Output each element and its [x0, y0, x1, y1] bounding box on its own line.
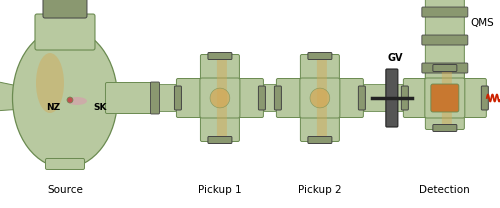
FancyBboxPatch shape: [425, 78, 465, 118]
FancyBboxPatch shape: [43, 0, 87, 18]
FancyBboxPatch shape: [308, 52, 332, 59]
FancyBboxPatch shape: [308, 136, 332, 144]
FancyBboxPatch shape: [426, 0, 465, 79]
FancyBboxPatch shape: [150, 82, 160, 114]
FancyBboxPatch shape: [358, 86, 366, 110]
Text: Source: Source: [47, 185, 83, 195]
FancyBboxPatch shape: [426, 67, 465, 99]
Ellipse shape: [67, 97, 87, 105]
FancyBboxPatch shape: [300, 78, 340, 118]
FancyBboxPatch shape: [426, 97, 465, 130]
FancyBboxPatch shape: [422, 63, 468, 73]
Ellipse shape: [310, 88, 330, 108]
Ellipse shape: [210, 88, 230, 108]
FancyBboxPatch shape: [174, 86, 182, 110]
FancyBboxPatch shape: [274, 86, 281, 110]
FancyBboxPatch shape: [218, 78, 264, 118]
FancyBboxPatch shape: [35, 14, 95, 50]
FancyBboxPatch shape: [433, 64, 457, 72]
FancyBboxPatch shape: [360, 84, 394, 111]
Ellipse shape: [12, 28, 118, 168]
FancyBboxPatch shape: [422, 7, 468, 17]
FancyBboxPatch shape: [396, 84, 432, 111]
FancyBboxPatch shape: [422, 35, 468, 45]
FancyBboxPatch shape: [431, 84, 459, 112]
FancyBboxPatch shape: [404, 78, 446, 118]
FancyBboxPatch shape: [200, 78, 240, 118]
FancyBboxPatch shape: [318, 78, 364, 118]
FancyBboxPatch shape: [300, 97, 340, 141]
FancyBboxPatch shape: [46, 158, 84, 170]
FancyBboxPatch shape: [200, 97, 239, 141]
Text: Pickup 1: Pickup 1: [198, 185, 242, 195]
Text: Detection: Detection: [420, 185, 470, 195]
FancyBboxPatch shape: [208, 136, 232, 144]
FancyBboxPatch shape: [442, 69, 452, 127]
FancyBboxPatch shape: [200, 54, 239, 99]
FancyBboxPatch shape: [300, 54, 340, 99]
Ellipse shape: [36, 53, 64, 113]
FancyBboxPatch shape: [106, 83, 156, 114]
FancyBboxPatch shape: [386, 69, 398, 127]
FancyBboxPatch shape: [208, 52, 232, 59]
FancyBboxPatch shape: [217, 57, 227, 139]
FancyBboxPatch shape: [276, 78, 322, 118]
FancyBboxPatch shape: [433, 125, 457, 131]
Polygon shape: [0, 75, 23, 113]
FancyBboxPatch shape: [482, 86, 488, 110]
Ellipse shape: [435, 88, 454, 108]
FancyBboxPatch shape: [258, 86, 266, 110]
Text: GV: GV: [387, 53, 402, 63]
FancyBboxPatch shape: [154, 84, 206, 111]
FancyBboxPatch shape: [317, 57, 327, 139]
FancyBboxPatch shape: [402, 86, 408, 110]
FancyBboxPatch shape: [444, 78, 486, 118]
Text: SK: SK: [93, 104, 106, 113]
FancyBboxPatch shape: [260, 84, 306, 111]
Text: Pickup 2: Pickup 2: [298, 185, 342, 195]
Ellipse shape: [67, 97, 73, 103]
Text: QMS: QMS: [471, 18, 494, 28]
Text: NZ: NZ: [46, 104, 60, 113]
FancyBboxPatch shape: [176, 78, 222, 118]
